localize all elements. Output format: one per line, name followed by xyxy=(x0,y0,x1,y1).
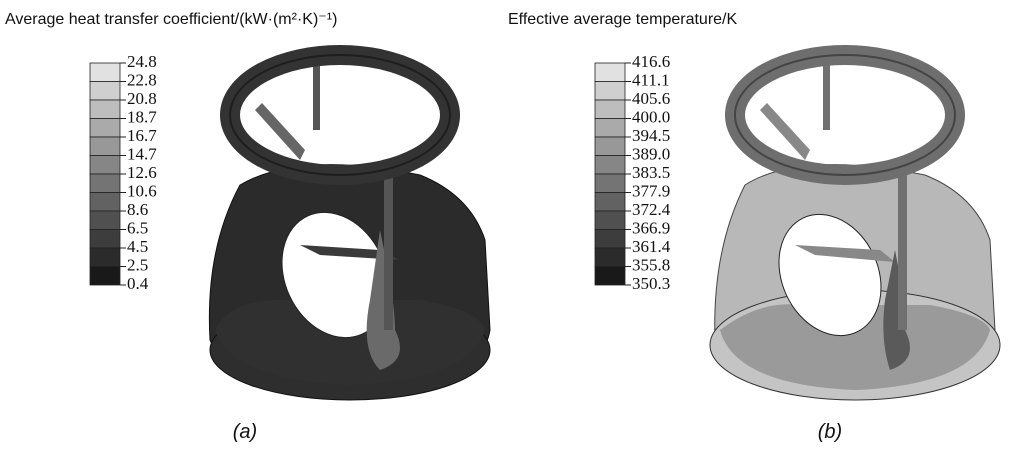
panel-title: Average heat transfer coefficient/(kW·(m… xyxy=(5,11,337,28)
legend-swatch xyxy=(89,99,121,119)
legend-label: 12.6 xyxy=(127,163,157,182)
legend-swatch xyxy=(89,229,121,249)
legend-swatch xyxy=(89,192,121,212)
legend-label: 405.6 xyxy=(632,89,670,108)
panel-caption: (b) xyxy=(818,421,842,443)
legend-swatch xyxy=(594,229,626,249)
legend-swatch xyxy=(89,118,121,138)
legend-label: 366.9 xyxy=(632,218,670,237)
legend-label: 350.3 xyxy=(632,274,670,293)
legend-swatch xyxy=(89,136,121,156)
legend-label: 16.7 xyxy=(127,126,157,145)
legend-label: 355.8 xyxy=(632,255,670,274)
legend-swatch xyxy=(89,155,121,175)
legend-swatch xyxy=(89,81,121,101)
legend-label: 18.7 xyxy=(127,107,157,126)
legend-label: 14.7 xyxy=(127,144,157,163)
legend-label: 22.8 xyxy=(127,70,157,89)
legend-swatch xyxy=(89,173,121,193)
legend-swatch xyxy=(594,81,626,101)
legend-label: 416.6 xyxy=(632,52,670,71)
legend-swatch xyxy=(594,99,626,119)
legend-swatch xyxy=(594,192,626,212)
legend-swatch xyxy=(594,247,626,267)
legend-label: 8.6 xyxy=(127,200,148,219)
legend-swatch xyxy=(594,266,626,286)
legend-label: 20.8 xyxy=(127,89,157,108)
legend-swatch xyxy=(594,118,626,138)
legend-label: 389.0 xyxy=(632,144,670,163)
legend-label: 4.5 xyxy=(127,237,148,256)
panel-caption: (a) xyxy=(233,421,257,443)
legend-label: 10.6 xyxy=(127,181,157,200)
legend-swatch xyxy=(89,266,121,286)
legend-swatch xyxy=(89,62,121,82)
legend-swatch xyxy=(594,62,626,82)
model-b xyxy=(709,45,1001,401)
legend-swatch xyxy=(594,136,626,156)
legend-label: 377.9 xyxy=(632,181,670,200)
model-a xyxy=(208,45,491,401)
legend-label: 383.5 xyxy=(632,163,670,182)
legend-label: 24.8 xyxy=(127,52,157,71)
legend-label: 6.5 xyxy=(127,218,148,237)
legend-swatch xyxy=(594,173,626,193)
legend-label: 372.4 xyxy=(632,200,671,219)
panel-title: Effective average temperature/K xyxy=(508,11,737,28)
legend-label: 0.4 xyxy=(127,274,149,293)
legend-swatch xyxy=(89,210,121,230)
legend-label: 400.0 xyxy=(632,107,670,126)
legend-swatch xyxy=(89,247,121,267)
legend-label: 394.5 xyxy=(632,126,670,145)
legend-swatch xyxy=(594,155,626,175)
legend-label: 361.4 xyxy=(632,237,671,256)
legend-label: 411.1 xyxy=(632,70,670,89)
legend-swatch xyxy=(594,210,626,230)
legend-label: 2.5 xyxy=(127,255,148,274)
